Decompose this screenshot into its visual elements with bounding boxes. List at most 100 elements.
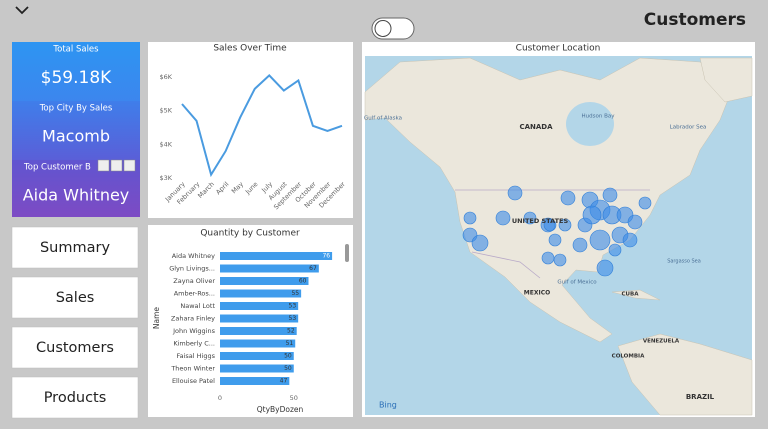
- location-bubble[interactable]: [558, 218, 572, 232]
- nav-button[interactable]: [11, 326, 139, 369]
- map-label: Gulf of Mexico: [557, 280, 597, 286]
- value-label: 51: [286, 340, 294, 347]
- y-tick-label: Zahara Finley: [171, 315, 215, 323]
- x-axis-label: QtyByDozen: [257, 405, 304, 414]
- sales-line: [181, 74, 343, 178]
- chart-title: Sales Over Time: [213, 44, 287, 54]
- map-border: [471, 251, 541, 279]
- page-title: Customers: [644, 10, 746, 30]
- y-tick-label: Ellouise Patel: [172, 377, 215, 385]
- visual-header-icon[interactable]: [123, 159, 136, 172]
- value-label: 53: [289, 315, 297, 322]
- location-bubble[interactable]: [572, 237, 588, 253]
- quantity-by-customer: Quantity by Customer Aida Whitney 76 Glyn L…: [148, 225, 353, 417]
- y-tick-label: Glyn Livings...: [169, 265, 215, 273]
- value-label: 50: [284, 365, 292, 372]
- map-label: UNITED STATES: [512, 217, 569, 225]
- map-land: [699, 57, 753, 103]
- value-label: 53: [289, 303, 297, 310]
- y-tick-label: John Wiggins: [172, 327, 215, 335]
- map-label: Gulf of Alaska: [364, 116, 402, 122]
- map-label: MEXICO: [524, 290, 550, 297]
- nav-button-label[interactable]: Products: [44, 390, 107, 406]
- y-tick-label: Kimberly C...: [173, 340, 215, 348]
- y-tick-label: Zayna Oliver: [173, 277, 215, 285]
- location-bubble[interactable]: [622, 232, 638, 248]
- collapse-chevron[interactable]: [15, 6, 29, 15]
- map-label: Sargasso Sea: [667, 259, 701, 265]
- value-label: 52: [287, 328, 295, 335]
- nav-button[interactable]: [11, 376, 139, 419]
- bar: [220, 364, 294, 373]
- location-bubble[interactable]: [543, 218, 557, 232]
- location-bubble[interactable]: [608, 243, 622, 257]
- toggle[interactable]: [371, 17, 415, 40]
- location-bubble[interactable]: [638, 196, 652, 210]
- map-label: CUBA: [622, 292, 640, 298]
- y-tick-label: $6K: [159, 73, 172, 81]
- map-label: CANADA: [519, 123, 553, 131]
- location-bubble[interactable]: [523, 211, 537, 225]
- bar: [220, 289, 302, 298]
- nav-button[interactable]: [11, 276, 139, 319]
- map-label: COLOMBIA: [612, 354, 645, 360]
- y-axis-label: Name: [152, 307, 161, 330]
- map-label: Labrador Sea: [670, 125, 707, 131]
- panel: [148, 42, 353, 218]
- y-tick-label: Amber-Ros...: [174, 290, 215, 298]
- visual-header-icon[interactable]: [110, 159, 123, 172]
- value-label: 76: [322, 253, 330, 260]
- visual-header-icon[interactable]: [97, 159, 110, 172]
- location-bubble[interactable]: [596, 259, 614, 277]
- location-bubble[interactable]: [602, 187, 618, 203]
- location-bubble[interactable]: [463, 211, 477, 225]
- kpi-cards: Total Sales $59.18K Top City By Sales Macom…: [12, 42, 140, 217]
- location-bubble[interactable]: [553, 253, 567, 267]
- bar: [220, 252, 333, 260]
- location-bubble[interactable]: [471, 234, 489, 252]
- scrollbar[interactable]: [345, 244, 349, 262]
- y-tick-label: Theon Winter: [170, 365, 215, 373]
- location-bubble[interactable]: [548, 233, 562, 247]
- kpi-label: Top City By Sales: [39, 104, 113, 114]
- nav-button-label[interactable]: Summary: [40, 240, 110, 256]
- location-bubble[interactable]: [495, 210, 511, 226]
- map-land: [611, 289, 661, 301]
- map-label: Hudson Bay: [582, 114, 616, 120]
- bar: [220, 327, 297, 335]
- map-label: BRAZIL: [686, 393, 715, 401]
- location-bubble[interactable]: [589, 229, 611, 251]
- kpi-value: Aida Whitney: [23, 186, 130, 205]
- y-tick-label: Aida Whitney: [172, 252, 215, 260]
- sales-over-time: Sales Over Time$3K$4K$5K$6KJanuaryFebrua…: [148, 42, 353, 218]
- location-bubble[interactable]: [507, 185, 523, 201]
- y-tick-label: Faisal Higgs: [176, 352, 215, 360]
- kpi-card: [12, 42, 140, 101]
- kpi-value: Macomb: [42, 127, 110, 146]
- kpi-value: $59.18K: [41, 68, 112, 88]
- toggle-knob[interactable]: [374, 20, 392, 37]
- customer-location: Customer Location Gulf of Alaska CANADA Hud…: [362, 42, 755, 417]
- kpi-label: Top Customer B: [23, 163, 91, 173]
- value-label: 55: [291, 290, 299, 297]
- location-bubble[interactable]: [541, 251, 555, 265]
- nav-button-label[interactable]: Customers: [36, 340, 114, 356]
- location-bubble[interactable]: [582, 205, 602, 225]
- map-attribution: Bing: [379, 401, 397, 410]
- bar: [220, 277, 309, 285]
- chart-title: Quantity by Customer: [200, 229, 300, 239]
- map-land: [617, 333, 753, 416]
- bar: [220, 352, 294, 360]
- value-label: 60: [299, 278, 307, 285]
- y-tick-label: $3K: [159, 174, 172, 182]
- y-tick-label: $5K: [159, 107, 172, 115]
- map-label: VENEZUELA: [643, 339, 680, 345]
- nav-button[interactable]: [11, 226, 139, 269]
- location-bubble[interactable]: [560, 190, 576, 206]
- nav-button-label[interactable]: Sales: [56, 290, 95, 306]
- bar: [220, 339, 296, 348]
- x-tick-label: 0: [218, 394, 222, 402]
- location-bubble[interactable]: [627, 214, 643, 230]
